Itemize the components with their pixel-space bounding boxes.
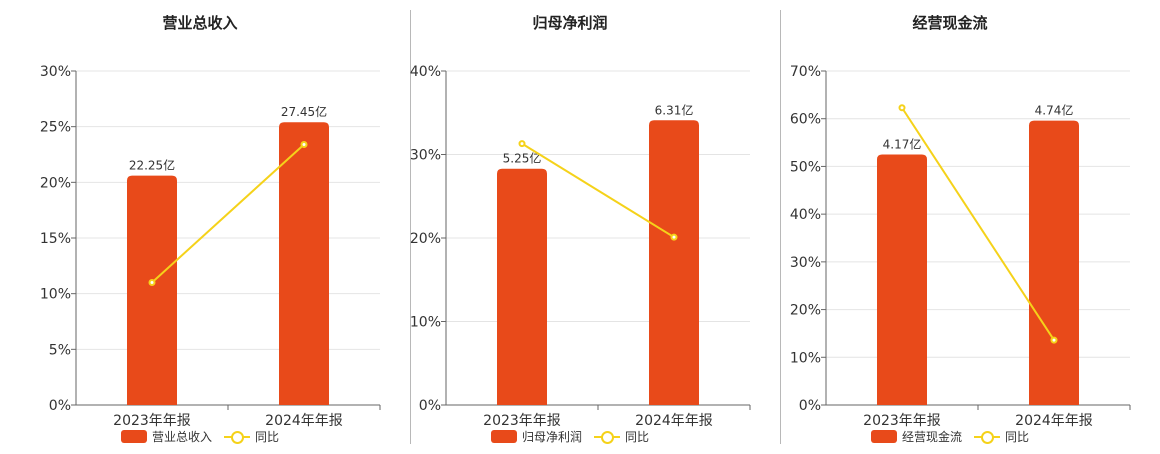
chart-panel-operating-cashflow: 经营现金流 0% 10% 20% 30% 40% 50% 60% 70% 4.17亿 2023年年… [750, 0, 1150, 450]
legend-line-swatch [594, 430, 620, 444]
yoy-line [521, 142, 675, 239]
y-tick-label: 30% [40, 64, 71, 80]
chart-net-profit: 0% 10% 20% 30% 40% 5.25亿 2023年年报 6.31亿 2024年年报 [410, 64, 751, 429]
bar-value-label: 22.25亿 [129, 158, 175, 173]
y-tick-label: 70% [790, 64, 821, 80]
yoy-point [670, 233, 678, 241]
chart-revenue: 0% 5% 10% 15% 20% 25% 30% 22.25亿 2023年年报 27.45亿 20… [40, 64, 381, 429]
y-tick-label: 20% [410, 231, 441, 247]
yoy-line [151, 143, 305, 284]
yoy-point [300, 140, 308, 148]
y-tick-label: 0% [419, 398, 441, 414]
x-tick-label: 2023年年报 [113, 413, 191, 429]
x-tick-label: 2023年年报 [863, 413, 941, 429]
y-tick-label: 0% [799, 398, 821, 414]
legend-line-swatch [224, 430, 250, 444]
legend-item-line[interactable]: 同比 [224, 428, 279, 445]
x-tick-label: 2024年年报 [265, 413, 343, 429]
bar [877, 154, 927, 405]
chart-legend: 营业总收入 同比 [0, 428, 400, 445]
legend-item-bar[interactable]: 归母净利润 [490, 428, 582, 445]
panel-divider [410, 10, 411, 444]
legend-label-line: 同比 [1005, 430, 1030, 444]
bar [497, 168, 547, 405]
y-tick-label: 5% [49, 342, 71, 358]
yoy-line [901, 107, 1055, 341]
chart-title: 营业总收入 [162, 14, 238, 32]
legend-item-bar[interactable]: 营业总收入 [120, 428, 212, 445]
chart-operating-cashflow: 0% 10% 20% 30% 40% 50% 60% 70% 4.17亿 2023年年报 4.74亿… [790, 64, 1131, 429]
legend-line-swatch [974, 430, 1000, 444]
bar [279, 122, 329, 406]
bar-value-label: 4.74亿 [1035, 103, 1074, 118]
chart-legend: 经营现金流 同比 [750, 428, 1150, 445]
yoy-point [148, 279, 156, 287]
legend-label-line: 同比 [625, 430, 650, 444]
y-tick-label: 20% [40, 175, 71, 191]
bar-value-label: 27.45亿 [281, 104, 327, 119]
y-tick-label: 50% [790, 159, 821, 175]
chart-title: 经营现金流 [912, 14, 988, 32]
bar [649, 120, 699, 405]
y-tick-label: 10% [790, 350, 821, 366]
legend-label-bar: 经营现金流 [901, 430, 962, 444]
legend-bar-swatch [120, 430, 147, 443]
y-tick-label: 30% [790, 255, 821, 271]
x-tick-label: 2024年年报 [635, 413, 713, 429]
bar-value-label: 4.17亿 [883, 137, 922, 152]
y-tick-label: 20% [790, 303, 821, 319]
y-tick-label: 40% [790, 207, 821, 223]
bar-value-label: 6.31亿 [655, 102, 694, 117]
legend-item-line[interactable]: 同比 [974, 428, 1029, 445]
y-tick-label: 40% [410, 64, 441, 80]
chart-panel-net-profit: 归母净利润 0% 10% 20% 30% 40% 5.25亿 2023年年报 6.31亿 202… [370, 0, 770, 450]
chart-legend: 归母净利润 同比 [370, 428, 770, 445]
y-tick-label: 10% [410, 315, 441, 331]
legend-label-bar: 归母净利润 [521, 430, 582, 444]
yoy-point [518, 140, 526, 148]
legend-bar-swatch [870, 430, 897, 443]
legend-item-bar[interactable]: 经营现金流 [870, 428, 962, 445]
y-tick-label: 0% [49, 398, 71, 414]
yoy-point [1050, 336, 1058, 344]
legend-bar-swatch [490, 430, 517, 443]
legend-label-bar: 营业总收入 [151, 430, 212, 444]
yoy-point [898, 104, 906, 112]
y-tick-label: 30% [410, 148, 441, 164]
bar-value-label: 5.25亿 [503, 151, 542, 166]
chart-title: 归母净利润 [532, 14, 608, 32]
panel-divider [780, 10, 781, 444]
legend-label-line: 同比 [255, 430, 280, 444]
x-tick-label: 2024年年报 [1015, 413, 1093, 429]
y-tick-label: 10% [40, 287, 71, 303]
bar [1029, 120, 1079, 405]
legend-item-line[interactable]: 同比 [594, 428, 649, 445]
y-tick-label: 15% [40, 231, 71, 247]
chart-panel-revenue: 营业总收入 0% 5% 10% 15% 20% 25% 30% 22.25亿 2023年年报 27… [0, 0, 400, 450]
y-tick-label: 25% [40, 120, 71, 136]
x-tick-label: 2023年年报 [483, 413, 561, 429]
bar [127, 175, 177, 405]
y-tick-label: 60% [790, 112, 821, 128]
